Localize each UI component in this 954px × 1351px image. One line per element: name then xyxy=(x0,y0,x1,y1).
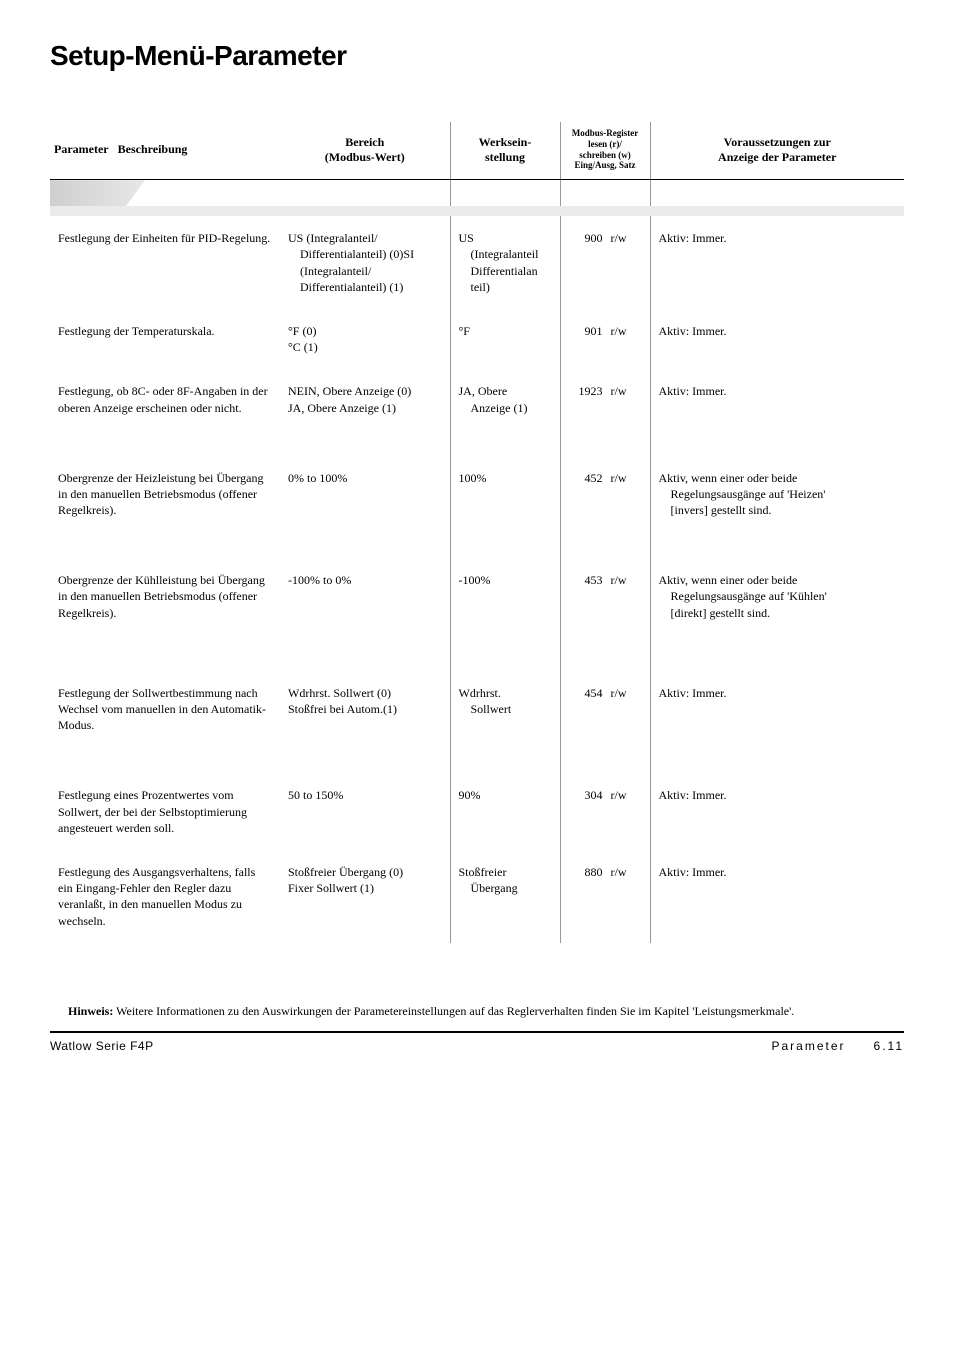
cell-default: Wdrhrst. Sollwert xyxy=(450,635,560,748)
parameter-table: Parameter Beschreibung Bereich(Modbus-We… xyxy=(50,122,904,943)
cell-register: 1923r/w xyxy=(560,369,650,429)
col-header-default: Werksein-stellung xyxy=(450,122,560,180)
cell-default: -100% xyxy=(450,532,560,635)
cell-default: °F xyxy=(450,309,560,369)
cell-default: Stoßfreier Übergang xyxy=(450,850,560,943)
cell-description: Festlegung der Einheiten für PID-Regelun… xyxy=(50,216,280,309)
cell-description: Festlegung eines Prozentwertes vom Sollw… xyxy=(50,747,280,850)
section-swatch-icon xyxy=(50,180,145,206)
cell-requirements: Aktiv: Immer. xyxy=(650,747,904,850)
cell-range: °F (0)°C (1) xyxy=(280,309,450,369)
cell-requirements: Aktiv: Immer. xyxy=(650,850,904,943)
cell-range: Wdrhrst. Sollwert (0)Stoßfrei bei Autom.… xyxy=(280,635,450,748)
cell-range: 0% to 100% xyxy=(280,430,450,533)
cell-register: 454r/w xyxy=(560,635,650,748)
cell-description: Festlegung der Temperaturskala. xyxy=(50,309,280,369)
cell-range: US (Integralanteil/ Differentialanteil) … xyxy=(280,216,450,309)
cell-range: 50 to 150% xyxy=(280,747,450,850)
cell-range: NEIN, Obere Anzeige (0)JA, Obere Anzeige… xyxy=(280,369,450,429)
cell-register: 453r/w xyxy=(560,532,650,635)
cell-default: 90% xyxy=(450,747,560,850)
section-swatch-row xyxy=(50,180,904,207)
col-header-param-desc: Parameter Beschreibung xyxy=(50,122,280,180)
cell-register: 880r/w xyxy=(560,850,650,943)
cell-requirements: Aktiv: Immer. xyxy=(650,369,904,429)
cell-description: Festlegung der Sollwertbestimmung nach W… xyxy=(50,635,280,748)
footer-right: Parameter 6.11 xyxy=(772,1039,905,1053)
cell-default: 100% xyxy=(450,430,560,533)
footer-left: Watlow Serie F4P xyxy=(50,1039,154,1053)
table-body: Festlegung der Einheiten für PID-Regelun… xyxy=(50,180,904,943)
cell-range: Stoßfreier Übergang (0)Fixer Sollwert (1… xyxy=(280,850,450,943)
cell-register: 901r/w xyxy=(560,309,650,369)
table-row: Festlegung der Sollwertbestimmung nach W… xyxy=(50,635,904,748)
cell-default: JA, Obere Anzeige (1) xyxy=(450,369,560,429)
cell-description: Festlegung des Ausgangsverhaltens, falls… xyxy=(50,850,280,943)
footnote: Hinweis: Weitere Informationen zu den Au… xyxy=(50,1003,904,1019)
cell-default: US (Integralanteil Differentialan teil) xyxy=(450,216,560,309)
table-row: Festlegung der Einheiten für PID-Regelun… xyxy=(50,216,904,309)
col-header-requirements: Voraussetzungen zurAnzeige der Parameter xyxy=(650,122,904,180)
table-row: Obergrenze der Kühlleistung bei Übergang… xyxy=(50,532,904,635)
cell-requirements: Aktiv: Immer. xyxy=(650,216,904,309)
col-header-register: Modbus-Register lesen (r)/ schreiben (w)… xyxy=(560,122,650,180)
table-row: Obergrenze der Heizleistung bei Übergang… xyxy=(50,430,904,533)
cell-description: Obergrenze der Heizleistung bei Übergang… xyxy=(50,430,280,533)
cell-requirements: Aktiv, wenn einer oder beide Regelungsau… xyxy=(650,430,904,533)
cell-description: Festlegung, ob 8C- oder 8F-Angaben in de… xyxy=(50,369,280,429)
section-divider-row xyxy=(50,206,904,216)
cell-range: -100% to 0% xyxy=(280,532,450,635)
cell-requirements: Aktiv: Immer. xyxy=(650,309,904,369)
table-row: Festlegung eines Prozentwertes vom Sollw… xyxy=(50,747,904,850)
page-footer: Watlow Serie F4P Parameter 6.11 xyxy=(50,1031,904,1053)
cell-register: 452r/w xyxy=(560,430,650,533)
cell-register: 900r/w xyxy=(560,216,650,309)
table-row: Festlegung der Temperaturskala.°F (0)°C … xyxy=(50,309,904,369)
cell-requirements: Aktiv, wenn einer oder beide Regelungsau… xyxy=(650,532,904,635)
cell-register: 304r/w xyxy=(560,747,650,850)
cell-description: Obergrenze der Kühlleistung bei Übergang… xyxy=(50,532,280,635)
col-header-range: Bereich(Modbus-Wert) xyxy=(280,122,450,180)
cell-requirements: Aktiv: Immer. xyxy=(650,635,904,748)
table-row: Festlegung des Ausgangsverhaltens, falls… xyxy=(50,850,904,943)
table-row: Festlegung, ob 8C- oder 8F-Angaben in de… xyxy=(50,369,904,429)
page-title: Setup-Menü-Parameter xyxy=(50,40,904,72)
